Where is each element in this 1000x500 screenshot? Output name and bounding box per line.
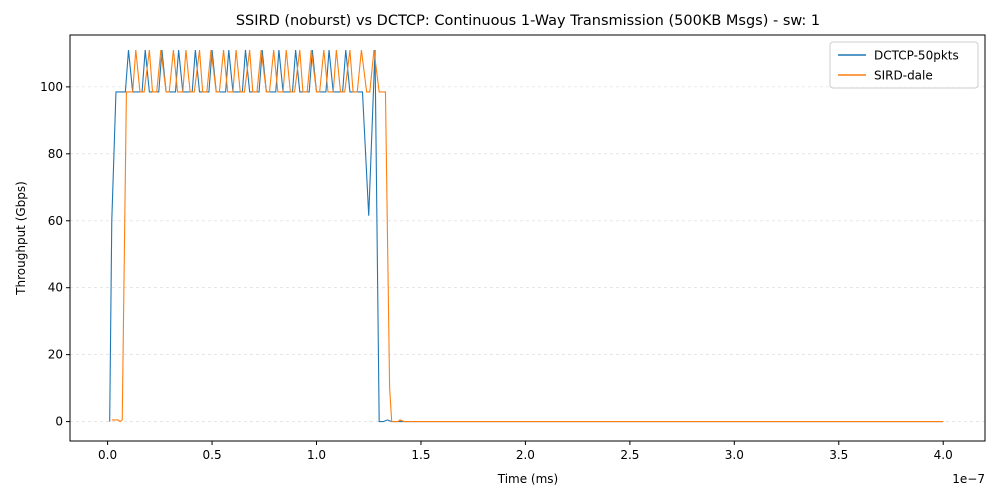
x-tick-label: 1.5	[411, 448, 430, 462]
x-tick-label: 1.0	[307, 448, 326, 462]
y-axis-label: Throughput (Gbps)	[14, 181, 28, 296]
plot-frame	[69, 34, 986, 442]
x-axis-label: Time (ms)	[497, 472, 559, 486]
series-line-dctcp-50pkts	[109, 50, 944, 423]
x-axis: 0.0 0.5 1.0 1.5 2.0 2.5 3.0 3.5 4.0	[98, 441, 953, 462]
legend: DCTCP-50pkts SIRD-dale	[829, 41, 979, 89]
y-tick-label: 0	[55, 415, 63, 429]
y-axis: 0 20 40 60 80 100	[40, 80, 70, 429]
y-tick-label: 40	[48, 281, 63, 295]
x-tick-label: 0.0	[98, 448, 117, 462]
y-tick-label: 80	[48, 147, 63, 161]
y-tick-label: 20	[48, 348, 63, 362]
x-tick-label: 2.5	[620, 448, 639, 462]
y-tick-label: 100	[40, 80, 63, 94]
series-line-sird-dale	[111, 49, 944, 423]
grid	[70, 86, 985, 422]
x-axis-offset-text: 1e−7	[952, 472, 985, 486]
chart-title: SSIRD (noburst) vs DCTCP: Continuous 1-W…	[236, 13, 820, 29]
legend-box	[829, 41, 979, 89]
x-tick-label: 4.0	[934, 448, 953, 462]
x-tick-label: 3.5	[829, 448, 848, 462]
legend-label-dctcp: DCTCP-50pkts	[874, 49, 959, 63]
legend-label-sird: SIRD-dale	[874, 69, 933, 83]
y-tick-label: 60	[48, 214, 63, 228]
x-tick-label: 2.0	[516, 448, 535, 462]
x-tick-label: 3.0	[725, 448, 744, 462]
x-tick-label: 0.5	[203, 448, 222, 462]
series-layer	[109, 49, 944, 423]
